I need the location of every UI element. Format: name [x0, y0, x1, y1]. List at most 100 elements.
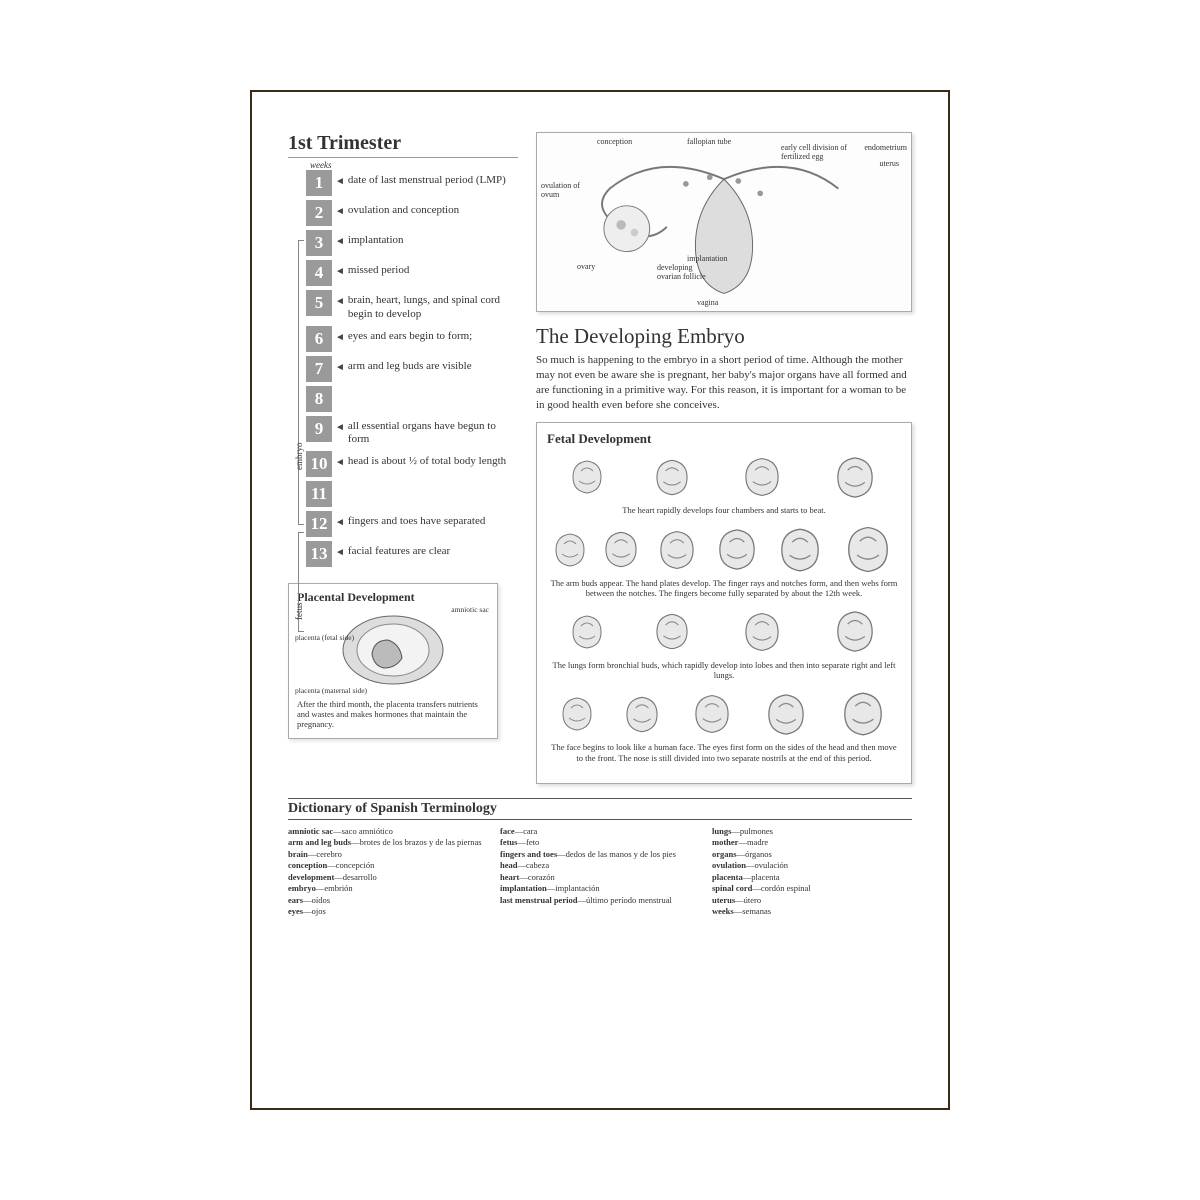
- arrow-icon: ◄: [335, 332, 345, 343]
- development-caption: The lungs form bronchial buds, which rap…: [547, 660, 901, 680]
- week-timeline: embryo fetus 1◄date of last menstrual pe…: [288, 170, 518, 567]
- stage-illustration: [653, 527, 701, 573]
- dictionary-entry: head—cabeza: [500, 860, 700, 871]
- week-number: 9: [306, 416, 332, 442]
- label-endometrium: endometrium: [864, 143, 907, 152]
- dictionary-section: Dictionary of Spanish Terminology amniot…: [288, 798, 912, 918]
- dictionary-entry: heart—corazón: [500, 872, 700, 883]
- stage-label-embryo: embryo: [294, 443, 304, 471]
- development-row: The lungs form bronchial buds, which rap…: [547, 608, 901, 680]
- fetal-title: Fetal Development: [547, 431, 901, 447]
- label-ovulation: ovulation of ovum: [541, 181, 591, 199]
- page: 1st Trimester weeks embryo fetus 1◄date …: [250, 90, 950, 1110]
- label-amniotic: amniotic sac: [451, 605, 489, 614]
- development-caption: The arm buds appear. The hand plates dev…: [547, 578, 901, 598]
- dictionary-entry: weeks—semanas: [712, 906, 912, 917]
- week-number: 8: [306, 386, 332, 412]
- left-column: 1st Trimester weeks embryo fetus 1◄date …: [288, 132, 518, 784]
- label-conception: conception: [597, 137, 632, 146]
- week-number: 3: [306, 230, 332, 256]
- week-row: 10◄head is about ½ of total body length: [306, 451, 518, 477]
- stage-illustration: [567, 612, 607, 652]
- placental-caption: After the third month, the placenta tran…: [297, 699, 489, 730]
- week-description: eyes and ears begin to form;: [348, 326, 472, 344]
- placental-panel: Placental Development amniotic sac place…: [288, 583, 498, 739]
- fetal-development-panel: Fetal Development The heart rapidly deve…: [536, 422, 912, 783]
- dictionary-title: Dictionary of Spanish Terminology: [288, 798, 912, 820]
- stage-illustration: [620, 693, 664, 736]
- embryo-body: So much is happening to the embryo in a …: [536, 353, 912, 412]
- label-cell-division: early cell division of fertilized egg: [781, 143, 851, 161]
- stage-illustration: [838, 522, 898, 577]
- dictionary-column: face—carafetus—fetofingers and toes—dedo…: [500, 826, 700, 918]
- week-row: 13◄facial features are clear: [306, 541, 518, 567]
- dictionary-columns: amniotic sac—saco amnióticoarm and leg b…: [288, 826, 912, 918]
- stage-illustration: [829, 607, 881, 656]
- stage-illustration: [738, 454, 786, 500]
- dictionary-entry: development—desarrollo: [288, 872, 488, 883]
- week-description: all essential organs have begun to form: [348, 416, 518, 448]
- week-row: 11: [306, 481, 518, 507]
- week-row: 7◄arm and leg buds are visible: [306, 356, 518, 382]
- week-number: 7: [306, 356, 332, 382]
- dictionary-column: amniotic sac—saco amnióticoarm and leg b…: [288, 826, 488, 918]
- development-images: [547, 608, 901, 656]
- dictionary-entry: ovulation—ovulación: [712, 860, 912, 871]
- dictionary-column: lungs—pulmonesmother—madreorgans—órganos…: [712, 826, 912, 918]
- stage-illustration: [650, 610, 694, 653]
- week-number: 10: [306, 451, 332, 477]
- week-description: fingers and toes have separated: [348, 511, 485, 529]
- week-row: 5◄brain, heart, lungs, and spinal cord b…: [306, 290, 518, 322]
- embryo-heading: The Developing Embryo: [536, 324, 912, 349]
- stage-illustration: [557, 694, 597, 734]
- anatomy-diagram: conception fallopian tube early cell div…: [536, 132, 912, 312]
- week-number: 4: [306, 260, 332, 286]
- week-number: 6: [306, 326, 332, 352]
- arrow-icon: ◄: [335, 547, 345, 558]
- label-vagina: vagina: [697, 298, 718, 307]
- placental-illustration: amniotic sac placenta (fetal side) place…: [297, 605, 489, 695]
- week-description: missed period: [348, 260, 409, 278]
- label-follicle: developing ovarian follicle: [657, 263, 717, 281]
- week-row: 8: [306, 386, 518, 412]
- development-caption: The face begins to look like a human fac…: [547, 742, 901, 762]
- stage-illustration: [711, 525, 763, 574]
- dictionary-entry: embryo—embrión: [288, 883, 488, 894]
- development-images: [547, 453, 901, 501]
- dictionary-entry: lungs—pulmones: [712, 826, 912, 837]
- week-number: 11: [306, 481, 332, 507]
- development-row: The face begins to look like a human fac…: [547, 690, 901, 762]
- week-number: 13: [306, 541, 332, 567]
- dictionary-entry: organs—órganos: [712, 849, 912, 860]
- stage-illustration: [650, 456, 694, 499]
- label-fallopian: fallopian tube: [687, 137, 731, 146]
- right-column: conception fallopian tube early cell div…: [536, 132, 912, 784]
- stage-illustration: [567, 457, 607, 497]
- label-fetal: placenta (fetal side): [295, 633, 354, 642]
- dictionary-entry: uterus—útero: [712, 895, 912, 906]
- week-number: 5: [306, 290, 332, 316]
- dictionary-entry: conception—concepción: [288, 860, 488, 871]
- week-description: date of last menstrual period (LMP): [348, 170, 506, 188]
- page-title: 1st Trimester: [288, 132, 518, 158]
- week-number: 12: [306, 511, 332, 537]
- dictionary-entry: brain—cerebro: [288, 849, 488, 860]
- development-caption: The heart rapidly develops four chambers…: [547, 505, 901, 515]
- week-description: arm and leg buds are visible: [348, 356, 472, 374]
- arrow-icon: ◄: [335, 206, 345, 217]
- dictionary-entry: placenta—placenta: [712, 872, 912, 883]
- stage-illustration: [738, 609, 786, 655]
- week-description: brain, heart, lungs, and spinal cord beg…: [348, 290, 518, 322]
- stage-illustration: [760, 690, 812, 739]
- arrow-icon: ◄: [335, 457, 345, 468]
- week-row: 1◄date of last menstrual period (LMP): [306, 170, 518, 196]
- arrow-icon: ◄: [335, 422, 345, 433]
- week-number: 1: [306, 170, 332, 196]
- week-row: 3◄implantation: [306, 230, 518, 256]
- stage-illustration: [829, 453, 881, 502]
- arrow-icon: ◄: [335, 296, 345, 307]
- dictionary-entry: eyes—ojos: [288, 906, 488, 917]
- week-row: 2◄ovulation and conception: [306, 200, 518, 226]
- arrow-icon: ◄: [335, 517, 345, 528]
- week-number: 2: [306, 200, 332, 226]
